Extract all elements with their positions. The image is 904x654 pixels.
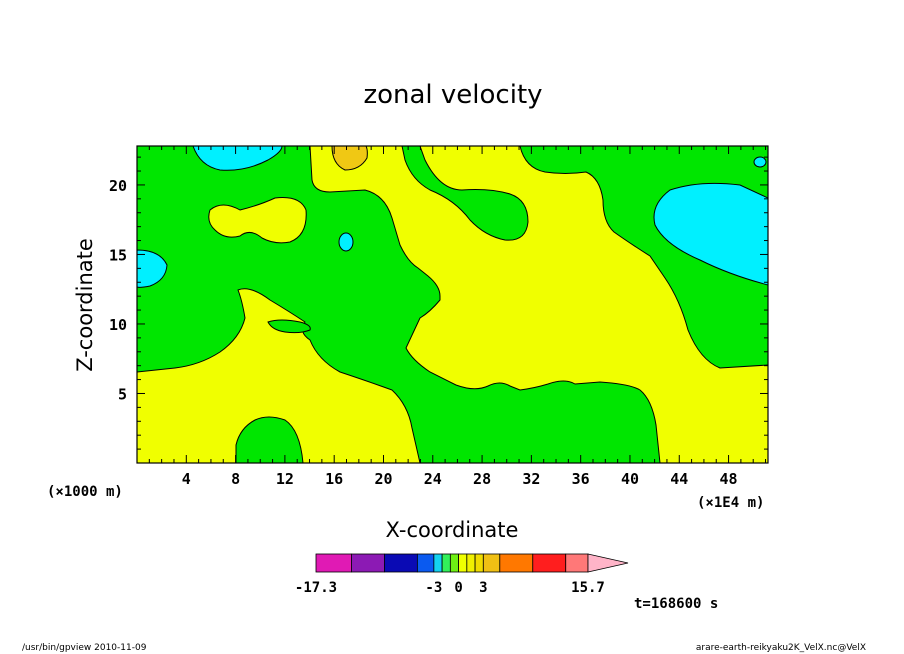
colorbar-segment: [565, 553, 589, 573]
x-tick-label: 48: [720, 470, 738, 488]
colorbar-segment: [474, 553, 484, 573]
contour-band-cyan-left: [137, 249, 168, 288]
colorbar-label: 0: [454, 580, 462, 596]
x-tick-label: 16: [325, 470, 343, 488]
colorbar-extend-arrow: [587, 553, 629, 573]
x-unit-left: (×1000 m): [47, 484, 123, 500]
colorbar-segment: [441, 553, 451, 573]
y-tick-label: 10: [109, 316, 127, 334]
y-tick-label: 20: [109, 177, 127, 195]
x-tick-label: 40: [621, 470, 639, 488]
x-tick-label: 36: [572, 470, 590, 488]
x-axis-label: X-coordinate: [386, 518, 519, 542]
footer-right: arare-earth-reikyaku2K_VelX.nc@VelX: [696, 643, 866, 653]
colorbar-segment: [433, 553, 443, 573]
colorbar-label: 15.7: [571, 580, 605, 596]
colorbar-segment: [351, 553, 385, 573]
contour-band-cyan-blob: [338, 232, 354, 252]
plot-area: [136, 145, 769, 464]
contour-band-green-wedge: [267, 319, 311, 334]
x-tick-label: 12: [276, 470, 294, 488]
colorbar-segment: [532, 553, 567, 573]
contour-band-cyan-right: [653, 182, 768, 286]
x-tick-label: 32: [522, 470, 540, 488]
colorbar-segment: [449, 553, 459, 573]
x-tick-label: 20: [374, 470, 392, 488]
x-tick-label: 24: [424, 470, 442, 488]
y-tick-label: 5: [118, 385, 127, 403]
colorbar-segment: [458, 553, 468, 573]
contour-band-cyan-top: [192, 146, 283, 171]
colorbar-segment: [416, 553, 435, 573]
colorbar-segment: [482, 553, 501, 573]
contour-band-yellow-center: [309, 146, 768, 463]
colorbar-segment: [384, 553, 418, 573]
x-tick-label: 44: [670, 470, 688, 488]
x-axis-ticks: 4 8 12 16 20 24 28 32 36 40 44 48: [182, 470, 738, 488]
colorbar-segment: [466, 553, 476, 573]
colorbar-label: -3: [425, 580, 442, 596]
time-label: t=168600 s: [634, 596, 718, 612]
colorbar-segment: [499, 553, 534, 573]
colorbar-label: 3: [479, 580, 487, 596]
y-tick-label: 15: [109, 246, 127, 264]
chart-title: zonal velocity: [363, 80, 542, 110]
colorbar-segment: [315, 553, 352, 573]
colorbar: [315, 553, 629, 573]
x-tick-label: 4: [182, 470, 191, 488]
contour-band-yellow-island: [208, 197, 307, 244]
contour-band-cyan-tiny: [753, 156, 767, 168]
contour-band-orange-top: [331, 146, 368, 171]
x-tick-label: 28: [473, 470, 491, 488]
y-axis-ticks: 5 10 15 20: [109, 177, 127, 404]
plot-frame: [136, 145, 769, 464]
colorbar-min-label: -17.3: [295, 580, 337, 596]
x-unit-right: (×1E4 m): [697, 495, 764, 511]
y-axis-label: Z-coordinate: [73, 238, 97, 372]
contour-band-yellow-left: [137, 288, 421, 463]
x-tick-label: 8: [231, 470, 240, 488]
footer-left: /usr/bin/gpview 2010-11-09: [22, 643, 147, 653]
colorbar-labels: -3 0 3 15.7: [425, 580, 604, 596]
